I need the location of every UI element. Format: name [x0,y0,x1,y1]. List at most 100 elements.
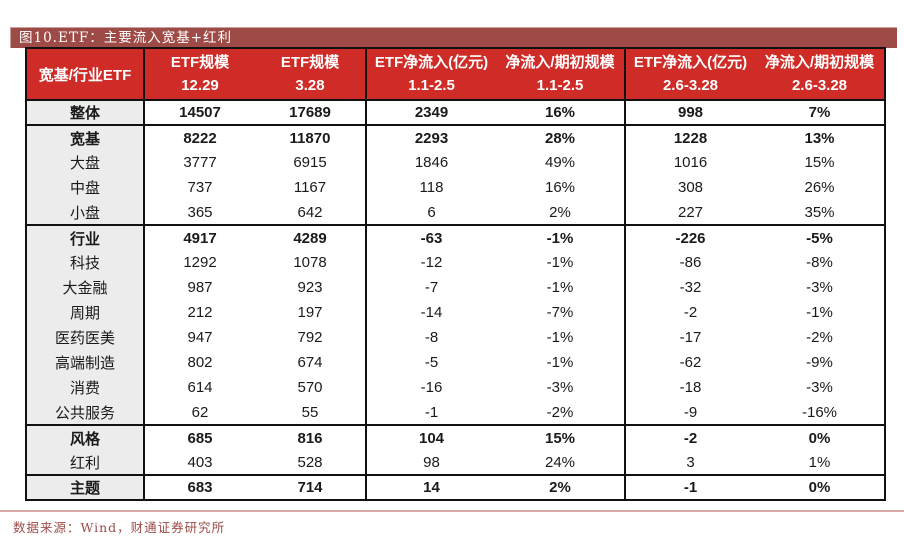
column-header-netinflow-p1: ETF净流入(亿元) 1.1-2.5 [365,48,496,101]
cell-value: -7 [365,275,496,300]
cell-value: -62 [624,350,755,375]
cell-value: 1846 [365,150,496,175]
cell-value: 802 [143,350,255,375]
cell-value: 923 [255,275,366,300]
cell-value: 3777 [143,150,255,175]
cell-value: 8222 [143,125,255,150]
column-header-netinflow-p2: ETF净流入(亿元) 2.6-3.28 [624,48,755,101]
cell-value: 17689 [255,100,366,125]
cell-value: 365 [143,200,255,225]
cell-value: 35% [755,200,885,225]
cell-value: 16% [496,100,625,125]
row-label: 科技 [26,250,144,275]
table-row: 消费 614 570 -16 -3% -18 -3% [26,375,885,400]
cell-value: 15% [755,150,885,175]
cell-value: -3% [496,375,625,400]
cell-value: 2% [496,475,625,500]
header-row: 宽基/行业ETF ETF规模 12.29 ETF规模 3.28 ETF净流入(亿… [26,48,885,101]
row-label: 消费 [26,375,144,400]
row-label: 大盘 [26,150,144,175]
cell-value: 28% [496,125,625,150]
cell-value: -63 [365,225,496,250]
row-label: 行业 [26,225,144,250]
table-row: 行业 4917 4289 -63 -1% -226 -5% [26,225,885,250]
cell-value: -226 [624,225,755,250]
etf-flow-table: 宽基/行业ETF ETF规模 12.29 ETF规模 3.28 ETF净流入(亿… [25,47,886,501]
cell-value: 2293 [365,125,496,150]
cell-value: -7% [496,300,625,325]
column-header-scale-328: ETF规模 3.28 [255,48,366,101]
cell-value: 987 [143,275,255,300]
table-row: 整体 14507 17689 2349 16% 998 7% [26,100,885,125]
cell-value: 98 [365,450,496,475]
cell-value: -1% [755,300,885,325]
cell-value: 403 [143,450,255,475]
cell-value: -1% [496,250,625,275]
cell-value: -5 [365,350,496,375]
cell-value: -1 [624,475,755,500]
cell-value: -1 [365,400,496,425]
cell-value: -9% [755,350,885,375]
cell-value: 614 [143,375,255,400]
cell-value: 26% [755,175,885,200]
cell-value: 227 [624,200,755,225]
cell-value: -16% [755,400,885,425]
row-label: 高端制造 [26,350,144,375]
cell-value: 308 [624,175,755,200]
cell-value: 197 [255,300,366,325]
table-row: 主题 683 714 14 2% -1 0% [26,475,885,500]
cell-value: -1% [496,225,625,250]
cell-value: -2% [496,400,625,425]
cell-value: 4289 [255,225,366,250]
figure-title: 图10.ETF：主要流入宽基+红利 [19,30,233,46]
table-row: 医药医美 947 792 -8 -1% -17 -2% [26,325,885,350]
table-row: 高端制造 802 674 -5 -1% -62 -9% [26,350,885,375]
column-header-category: 宽基/行业ETF [26,48,144,101]
cell-value: 13% [755,125,885,150]
cell-value: -8 [365,325,496,350]
figure-title-bar: 图10.ETF：主要流入宽基+红利 [10,27,897,48]
cell-value: -32 [624,275,755,300]
table-row: 小盘 365 642 6 2% 227 35% [26,200,885,225]
cell-value: 1292 [143,250,255,275]
table-body: 整体 14507 17689 2349 16% 998 7% 宽基 8222 11870 2293 2… [26,100,885,500]
row-label: 小盘 [26,200,144,225]
column-header-inflow-ratio-p2: 净流入/期初规模 2.6-3.28 [755,48,885,101]
cell-value: 1078 [255,250,366,275]
table-row: 科技 1292 1078 -12 -1% -86 -8% [26,250,885,275]
cell-value: 683 [143,475,255,500]
cell-value: -1% [496,275,625,300]
cell-value: 6 [365,200,496,225]
cell-value: 528 [255,450,366,475]
row-label: 中盘 [26,175,144,200]
table-row: 公共服务 62 55 -1 -2% -9 -16% [26,400,885,425]
cell-value: -5% [755,225,885,250]
cell-value: -2 [624,300,755,325]
source-note: 数据来源：Wind，财通证券研究所 [13,520,226,535]
cell-value: 674 [255,350,366,375]
row-label: 风格 [26,425,144,450]
cell-value: 1016 [624,150,755,175]
row-label: 宽基 [26,125,144,150]
cell-value: -1% [496,325,625,350]
row-label: 周期 [26,300,144,325]
cell-value: 816 [255,425,366,450]
cell-value: 15% [496,425,625,450]
table-row: 大盘 3777 6915 1846 49% 1016 15% [26,150,885,175]
cell-value: 24% [496,450,625,475]
cell-value: -18 [624,375,755,400]
cell-value: -14 [365,300,496,325]
cell-value: 998 [624,100,755,125]
cell-value: -9 [624,400,755,425]
cell-value: -16 [365,375,496,400]
cell-value: 642 [255,200,366,225]
table-row: 中盘 737 1167 118 16% 308 26% [26,175,885,200]
cell-value: 14507 [143,100,255,125]
cell-value: 2349 [365,100,496,125]
cell-value: 685 [143,425,255,450]
cell-value: -3% [755,275,885,300]
row-label: 大金融 [26,275,144,300]
row-label: 公共服务 [26,400,144,425]
cell-value: -12 [365,250,496,275]
cell-value: 7% [755,100,885,125]
